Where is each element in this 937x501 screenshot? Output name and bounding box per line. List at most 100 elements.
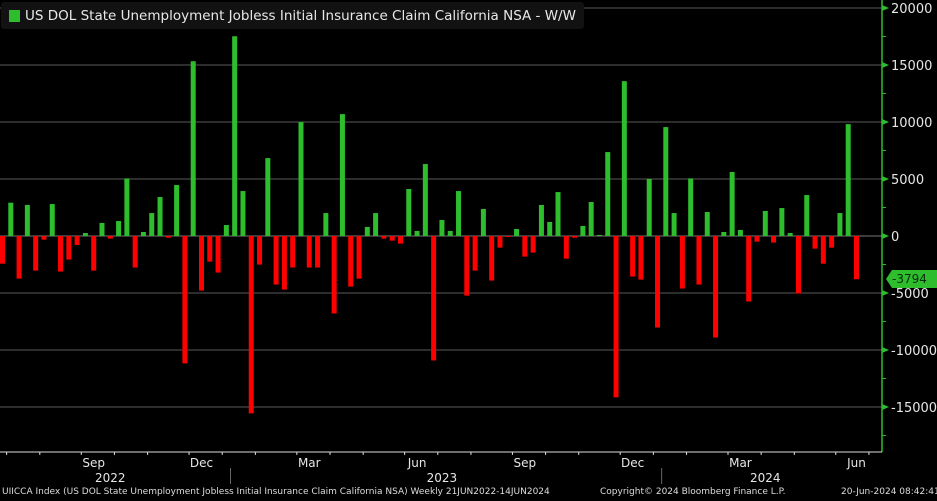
y-tick-label: 5000 <box>891 173 924 188</box>
bar-positive <box>265 158 271 236</box>
bar-positive <box>555 192 561 236</box>
bar-positive <box>140 231 146 236</box>
bar-positive <box>779 208 785 236</box>
bar-negative <box>356 235 362 279</box>
bar-negative <box>16 235 22 279</box>
y-tick-label: 20000 <box>891 2 932 17</box>
bar-negative <box>655 235 661 328</box>
bar-positive <box>439 220 445 236</box>
bar-positive <box>538 204 544 236</box>
y-tick-marker <box>882 289 889 296</box>
x-year-label: 2023 <box>427 471 458 485</box>
y-tick-label: 0 <box>891 230 899 245</box>
bar-negative <box>215 235 221 273</box>
y-tick-label: -5000 <box>891 287 929 302</box>
bar-negative <box>397 235 403 244</box>
bar-negative <box>746 235 752 302</box>
bar-negative <box>182 235 188 364</box>
bar-positive <box>174 185 180 236</box>
x-month-label: Mar <box>298 456 321 470</box>
legend-swatch <box>9 9 20 22</box>
last-value-label: -3794 <box>886 270 937 288</box>
bar-positive <box>580 225 586 236</box>
bar-negative <box>207 235 213 262</box>
bar-negative <box>530 235 536 253</box>
bar-positive <box>99 222 105 236</box>
x-month-label: Mar <box>729 456 752 470</box>
bar-positive <box>223 225 229 236</box>
bar-positive <box>456 191 462 236</box>
bar-negative <box>74 235 80 245</box>
bar-positive <box>845 124 851 236</box>
bar-negative <box>331 235 337 314</box>
bar-negative <box>696 235 702 285</box>
legend: US DOL State Unemployment Jobless Initia… <box>1 2 584 29</box>
bar-negative <box>854 235 859 280</box>
bar-positive <box>8 202 14 236</box>
bar-negative <box>381 235 387 239</box>
bar-positive <box>323 213 329 236</box>
bar-negative <box>306 235 312 268</box>
bar-negative <box>754 235 760 242</box>
x-year-label: 2024 <box>750 471 781 485</box>
bar-positive <box>157 196 163 236</box>
bar-positive <box>447 230 453 236</box>
bar-positive <box>480 208 486 236</box>
bar-negative <box>812 235 818 249</box>
x-month-label: Sep <box>514 456 537 470</box>
bar-negative <box>281 235 287 290</box>
bar-positive <box>406 189 412 236</box>
bar-positive <box>190 61 196 236</box>
bar-positive <box>339 114 345 236</box>
bar-positive <box>24 204 30 236</box>
bar-negative <box>107 235 113 239</box>
bar-negative <box>389 235 395 241</box>
bar-positive <box>804 195 810 236</box>
bar-positive <box>688 178 694 236</box>
x-month-label: Jun <box>407 456 427 470</box>
legend-label: US DOL State Unemployment Jobless Initia… <box>25 7 576 24</box>
footer-source: UIICCA Index (US DOL State Unemployment … <box>2 487 550 497</box>
bar-negative <box>572 235 578 238</box>
bar-positive <box>414 230 420 236</box>
bar-positive <box>514 229 520 236</box>
bar-positive <box>547 221 553 236</box>
bar-positive <box>49 204 55 236</box>
bar-positive <box>621 81 627 236</box>
bar-negative <box>273 235 279 285</box>
x-month-label: Dec <box>190 456 213 470</box>
bar-positive <box>671 213 677 236</box>
bar-positive <box>240 191 246 236</box>
y-tick-marker <box>882 403 889 410</box>
bar-negative <box>630 235 636 277</box>
x-month-label: Jun <box>846 456 866 470</box>
y-tick-label: 10000 <box>891 116 932 131</box>
bar-negative <box>829 235 835 248</box>
bar-negative <box>505 235 511 237</box>
bar-negative <box>198 235 204 291</box>
bar-positive <box>116 221 122 236</box>
bar-negative <box>679 235 685 289</box>
x-year-label: 2022 <box>95 471 126 485</box>
bar-negative <box>431 235 437 361</box>
footer-copyright: Copyright© 2024 Bloomberg Finance L.P. <box>600 487 786 497</box>
bar-negative <box>91 235 97 271</box>
bar-negative <box>58 235 64 272</box>
y-tick-label: 15000 <box>891 59 932 74</box>
bar-negative <box>472 235 478 271</box>
bar-positive <box>663 127 669 236</box>
bar-negative <box>771 235 777 243</box>
bar-negative <box>348 235 354 287</box>
bar-negative <box>713 235 719 338</box>
bar-negative <box>638 235 644 280</box>
bar-negative <box>165 235 171 238</box>
bar-positive <box>588 202 594 236</box>
bar-negative <box>795 235 801 294</box>
bar-positive <box>737 229 743 236</box>
bar-negative <box>33 235 39 271</box>
bar-positive <box>704 212 710 236</box>
bar-negative <box>290 235 296 268</box>
bar-positive <box>605 152 611 236</box>
bar-positive <box>837 213 843 236</box>
bar-chart: 20000 15000 10000 5000 0 -5000 -10000 -15000 Sep… <box>0 0 937 485</box>
